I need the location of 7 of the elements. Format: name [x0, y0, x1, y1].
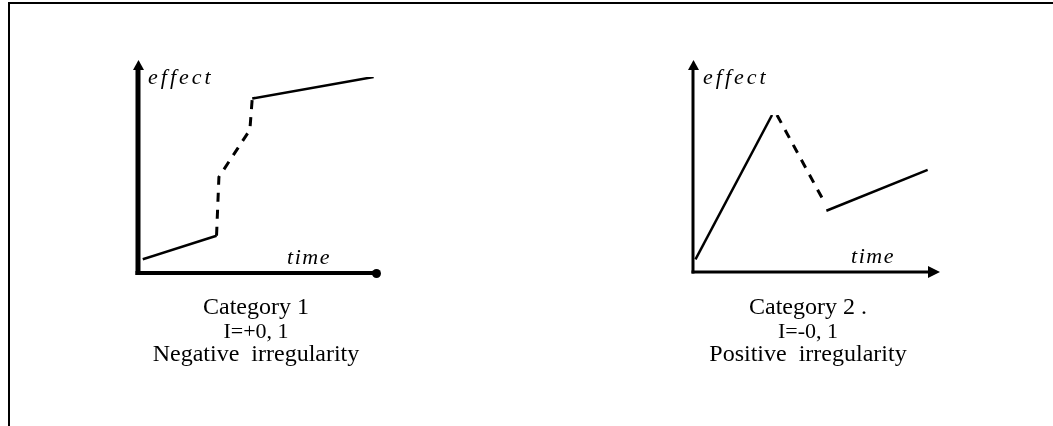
x-axis-title: time — [851, 243, 895, 268]
y-axis-title: effect — [703, 64, 769, 89]
text: Category 2 . — [748, 293, 868, 319]
text: Category 1 — [202, 293, 310, 319]
y-axis-title: effect — [148, 64, 214, 89]
text: Positive irregularity — [708, 340, 908, 366]
x-axis-title: time — [287, 244, 331, 269]
